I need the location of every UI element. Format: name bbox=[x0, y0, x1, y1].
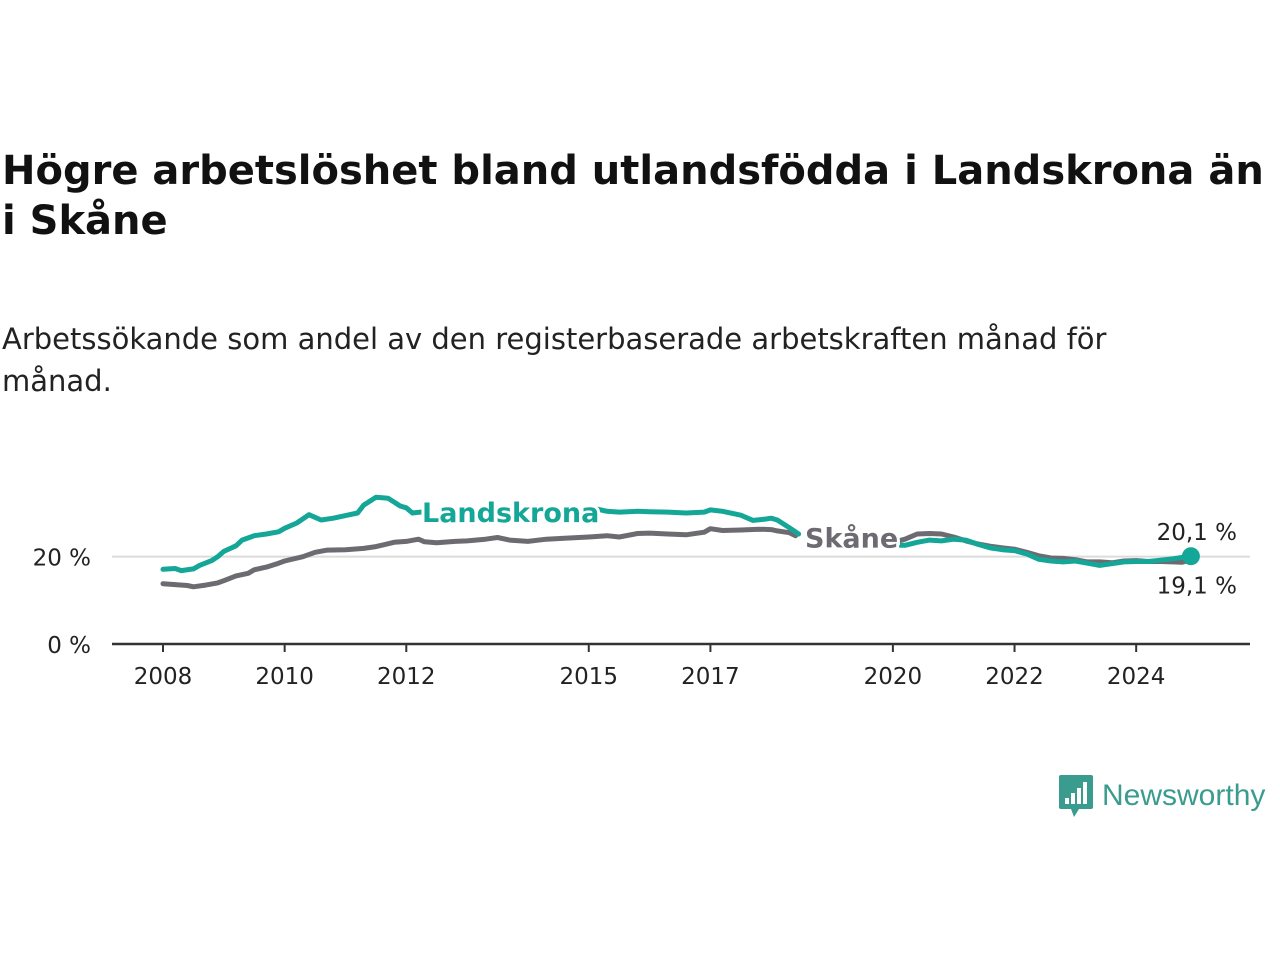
line-chart: 0 % 20 % 2008 2010 2012 2015 2017 2020 2022 2024… bbox=[33, 494, 1250, 690]
newsworthy-logo-icon bbox=[1059, 775, 1093, 817]
landskrona-end-point bbox=[1181, 547, 1200, 566]
brand-name: Newsworthy bbox=[1102, 779, 1266, 812]
chart-subtitle: Arbetssökande som andel av den registerb… bbox=[2, 322, 1107, 398]
y-tick-label: 0 % bbox=[47, 633, 91, 659]
x-tick-label: 2017 bbox=[681, 664, 740, 690]
skane-end-value: 19,1 % bbox=[1157, 574, 1237, 600]
series-label-skane: Skåne bbox=[805, 522, 898, 554]
x-tick-label: 2022 bbox=[985, 664, 1044, 690]
series-line-skne bbox=[160, 526, 799, 590]
x-tick-label: 2010 bbox=[255, 664, 314, 690]
series-line-landskrona bbox=[890, 536, 1194, 568]
series-label-landskrona: Landskrona bbox=[422, 498, 599, 529]
series-labels: Landskrona Skåne 20,1 % 19,1 % bbox=[419, 495, 1237, 600]
x-tick-label: 2015 bbox=[559, 664, 618, 690]
chart-title: Högre arbetslöshet bland utlandsfödda i … bbox=[2, 148, 1264, 244]
y-tick-label: 20 % bbox=[33, 546, 91, 572]
series-lines bbox=[160, 494, 1194, 590]
landskrona-end-value: 20,1 % bbox=[1157, 520, 1237, 546]
series-line-landskrona bbox=[592, 506, 802, 537]
x-tick-label: 2024 bbox=[1107, 664, 1166, 690]
x-tick-label: 2020 bbox=[864, 664, 923, 690]
x-axis: 2008 2010 2012 2015 2017 2020 2022 2024 bbox=[112, 642, 1250, 690]
x-tick-label: 2008 bbox=[134, 664, 193, 690]
brand: Newsworthy bbox=[1058, 772, 1265, 820]
series-line-landskrona bbox=[160, 494, 427, 574]
x-tick-label: 2012 bbox=[377, 664, 436, 690]
